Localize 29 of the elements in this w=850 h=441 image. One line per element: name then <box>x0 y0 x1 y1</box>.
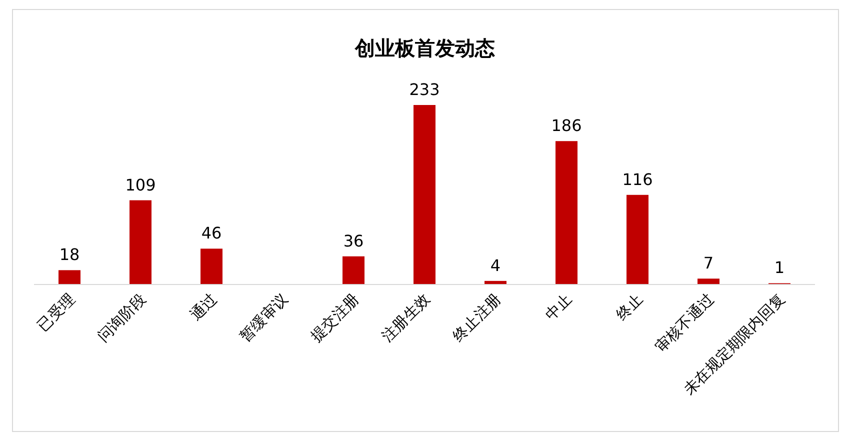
chart-title: 创业板首发动态 <box>354 36 495 60</box>
x-tick-label: 终止 <box>612 290 646 324</box>
data-label: 186 <box>551 116 582 136</box>
bar <box>556 141 578 284</box>
x-tick-label: 暂缓审议 <box>236 290 292 346</box>
x-tick-label: 提交注册 <box>307 290 362 346</box>
x-tick-label: 通过 <box>186 290 220 324</box>
data-label: 4 <box>490 256 501 275</box>
bar <box>200 248 222 284</box>
data-label: 36 <box>343 231 364 250</box>
data-label: 1 <box>774 258 785 278</box>
bar <box>342 256 364 284</box>
bar <box>58 270 80 284</box>
bar <box>698 278 720 284</box>
x-tick-label: 注册生效 <box>378 290 434 346</box>
bar <box>484 280 506 284</box>
data-label: 116 <box>622 170 653 189</box>
bar <box>130 200 152 284</box>
bar <box>626 194 648 284</box>
x-tick-label: 中止 <box>541 290 576 324</box>
bar <box>414 105 436 284</box>
x-tick-label: 问询阶段 <box>94 290 150 346</box>
data-label: 109 <box>125 175 156 194</box>
data-label: 7 <box>703 254 714 273</box>
data-label: 46 <box>201 224 222 243</box>
x-tick-label: 终止注册 <box>449 290 504 346</box>
data-label: 233 <box>409 80 440 99</box>
data-label: 18 <box>59 245 80 264</box>
x-tick-label: 已受理 <box>34 290 78 335</box>
